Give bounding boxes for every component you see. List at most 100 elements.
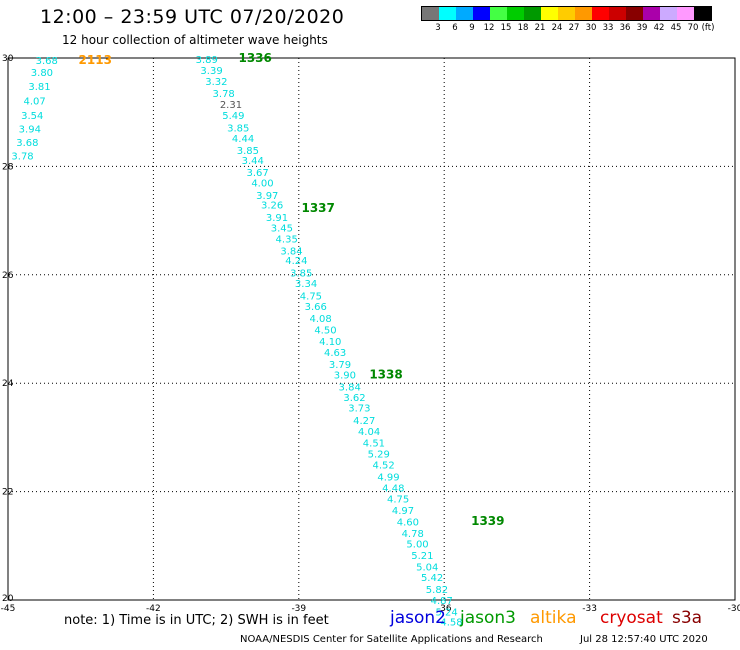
wave-height-value: 3.73 xyxy=(348,404,370,415)
color-swatch xyxy=(592,7,609,20)
wave-height-value: 3.91 xyxy=(266,213,288,224)
pass-number-label: 1338 xyxy=(369,368,402,382)
legend-cryosat: cryosat xyxy=(600,608,663,628)
color-swatch xyxy=(694,7,711,20)
wave-height-value: 3.84 xyxy=(280,246,302,257)
color-scale-tick: 42 xyxy=(653,23,665,33)
color-scale-tick: 33 xyxy=(602,23,614,33)
color-scale-tick: 3 xyxy=(435,23,441,33)
wave-height-value: 5.00 xyxy=(406,540,428,551)
wave-height-value: 4.04 xyxy=(358,427,380,438)
color-scale-legend: 3 6 9 12 15 18 21 24 27 30 33 36 39 42 45 70 (ft) xyxy=(421,6,715,33)
credit-line: NOAA/NESDIS Center for Satellite Applica… xyxy=(240,634,543,645)
color-scale-tick: 36 xyxy=(619,23,631,33)
wave-height-value: 3.78 xyxy=(11,152,33,163)
map-subtitle: 12 hour collection of altimeter wave hei… xyxy=(62,33,328,47)
wave-height-value: 5.24 xyxy=(435,607,457,618)
color-swatch xyxy=(473,7,490,20)
wave-height-track: 3.683.803.814.073.543.943.683.783.893.39… xyxy=(11,55,462,629)
pass-number-label: 1339 xyxy=(471,514,504,528)
lon-tick-label: -45 xyxy=(1,604,16,614)
lon-tick-label: -42 xyxy=(146,604,161,614)
wave-height-value: 5.82 xyxy=(426,585,448,596)
wave-height-value: 3.78 xyxy=(213,89,235,100)
color-swatch xyxy=(524,7,541,20)
wave-height-value: 3.94 xyxy=(19,124,41,135)
wave-height-value: 4.52 xyxy=(372,461,394,472)
wave-height-value: 3.85 xyxy=(227,123,249,134)
lat-tick-label: 20 xyxy=(2,594,14,604)
wave-height-value: 3.90 xyxy=(334,371,356,382)
color-swatch xyxy=(626,7,643,20)
color-scale-tick: 45 xyxy=(670,23,682,33)
lat-tick-label: 26 xyxy=(2,271,14,281)
wave-height-value: 3.39 xyxy=(200,66,222,77)
wave-height-value: 4.99 xyxy=(377,472,399,483)
wave-height-value: 3.89 xyxy=(196,55,218,66)
wave-height-value: 4.78 xyxy=(402,529,424,540)
color-swatch xyxy=(507,7,524,20)
color-scale-tick: 24 xyxy=(551,23,563,33)
color-scale-labels: 3 6 9 12 15 18 21 24 27 30 33 36 39 42 45 70 (ft) xyxy=(421,21,715,33)
footer-note: note: 1) Time is in UTC; 2) SWH is in fe… xyxy=(64,613,329,628)
wave-height-value: 3.67 xyxy=(246,168,268,179)
wave-height-value: 3.81 xyxy=(28,82,50,93)
color-swatch xyxy=(456,7,473,20)
color-scale-tick: 27 xyxy=(568,23,580,33)
wave-height-value: 2.31 xyxy=(220,100,242,111)
wave-height-value: 4.48 xyxy=(382,483,404,494)
wave-height-value: 5.21 xyxy=(411,551,433,562)
wave-height-value: 5.49 xyxy=(222,111,244,122)
wave-height-value: 5.42 xyxy=(421,573,443,584)
wave-height-value: 5.04 xyxy=(416,562,438,573)
color-swatch xyxy=(609,7,626,20)
color-swatch xyxy=(541,7,558,20)
legend-jason3: jason3 xyxy=(460,608,516,628)
color-scale-tick: 6 xyxy=(452,23,458,33)
wave-height-value: 4.75 xyxy=(387,495,409,506)
wave-height-value: 4.50 xyxy=(314,326,336,337)
wave-height-value: 4.00 xyxy=(251,179,273,190)
wave-height-value: 3.97 xyxy=(256,191,278,202)
wave-height-value: 3.66 xyxy=(305,302,327,313)
wave-height-value: 4.07 xyxy=(24,96,46,107)
lon-tick-label: -30 xyxy=(728,604,740,614)
pass-number-label: 1337 xyxy=(301,201,334,215)
wave-height-value: 3.26 xyxy=(261,200,283,211)
wave-height-value: 3.68 xyxy=(36,56,58,67)
wave-height-value: 3.44 xyxy=(242,156,264,167)
lat-tick-label: 24 xyxy=(2,379,14,389)
wave-height-value: 3.62 xyxy=(343,393,365,404)
color-swatch xyxy=(439,7,456,20)
wave-height-value: 3.79 xyxy=(329,360,351,371)
pass-number-label: 1336 xyxy=(238,51,271,65)
wave-height-value: 3.45 xyxy=(271,224,293,235)
wave-height-value: 3.34 xyxy=(295,279,317,290)
wave-height-value: 4.58 xyxy=(440,618,462,629)
wave-height-value: 4.27 xyxy=(353,416,375,427)
color-swatch xyxy=(677,7,694,20)
color-scale-swatches xyxy=(421,6,712,21)
lon-tick-label: -36 xyxy=(437,604,452,614)
color-swatch xyxy=(660,7,677,20)
generated-timestamp: Jul 28 12:57:40 UTC 2020 xyxy=(580,634,708,645)
lon-tick-label: -39 xyxy=(291,604,306,614)
color-scale-tick: (ft) xyxy=(701,23,715,33)
wave-height-value: 4.51 xyxy=(363,438,385,449)
color-scale-tick: 39 xyxy=(636,23,648,33)
map-grid xyxy=(7,57,736,601)
wave-height-value: 3.32 xyxy=(205,77,227,88)
wave-height-value: 3.80 xyxy=(31,68,53,79)
axis-tick-labels: -45 -42 -39 -36 -33 -30 30 28 26 24 22 20 xyxy=(1,54,740,614)
color-scale-tick: 18 xyxy=(517,23,529,33)
wave-height-value: 4.44 xyxy=(232,134,254,145)
map-title: 12:00 – 23:59 UTC 07/20/2020 xyxy=(40,6,345,28)
wave-height-value: 3.68 xyxy=(16,138,38,149)
color-scale-tick: 12 xyxy=(483,23,495,33)
wave-height-value: 4.35 xyxy=(276,234,298,245)
wave-height-value: 4.75 xyxy=(300,291,322,302)
lat-tick-label: 22 xyxy=(2,488,13,498)
wave-height-value: 3.85 xyxy=(237,146,259,157)
color-swatch xyxy=(490,7,507,20)
